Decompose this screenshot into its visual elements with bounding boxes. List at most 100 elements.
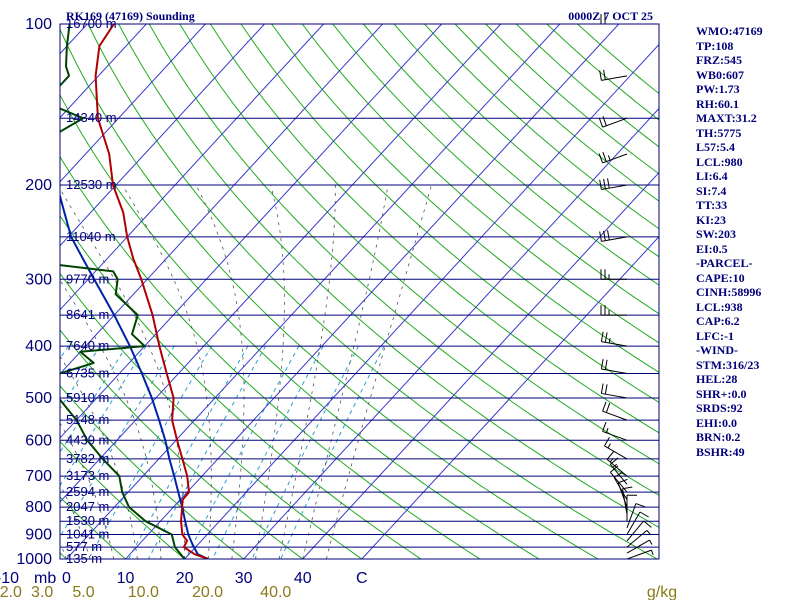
index-item: BRN:0.2	[696, 430, 741, 444]
wind-barb	[626, 529, 651, 548]
wind-barb-shaft	[601, 368, 628, 374]
wind-barb-half	[607, 443, 611, 449]
index-item: KI:23	[696, 212, 726, 227]
height-tick-label: 1041 m	[66, 527, 109, 542]
wind-barb	[606, 451, 628, 477]
wind-barb-flag	[598, 153, 604, 164]
wind-barb	[600, 383, 628, 399]
index-item: FRZ:545	[696, 53, 742, 67]
wind-barb-flag	[600, 359, 604, 370]
isobars	[60, 23, 659, 560]
height-tick-label: 14340 m	[66, 110, 117, 125]
wind-barb-flag	[604, 384, 608, 395]
mixing-ratio-tick-label: 20.0	[192, 584, 223, 600]
isotherm	[60, 24, 383, 375]
height-tick-label: 3173 m	[66, 468, 109, 483]
wind-barb-half	[608, 337, 611, 344]
wind-barb-flag	[599, 70, 602, 81]
index-item: CAP:6.2	[696, 314, 740, 328]
index-item: TP:108	[696, 38, 734, 53]
index-item: PW:1.73	[696, 82, 740, 96]
wind-barb-half	[605, 427, 609, 433]
wind-barb-shaft	[626, 520, 645, 542]
temperature-tick-label: 30	[235, 570, 253, 587]
moist-adiabat	[60, 422, 115, 559]
wind-barb-flag	[598, 117, 604, 128]
mixing-ratio-unit-label: g/kg	[647, 584, 677, 600]
moist-adiabat	[195, 184, 245, 559]
isotherm	[60, 24, 443, 439]
wind-barb-flag	[599, 231, 602, 242]
isotherm	[184, 43, 659, 559]
pressure-tick-label: 100	[25, 16, 52, 33]
moist-adiabat	[60, 355, 138, 559]
pressure-tick-label: 900	[25, 527, 52, 544]
temperature-tick-label: 10	[117, 570, 135, 587]
height-tick-label: 12530 m	[66, 177, 117, 192]
height-tick-label: 2047 m	[66, 499, 109, 514]
height-tick-label: 6735 m	[66, 365, 109, 380]
height-tick-label: 11040 m	[66, 229, 116, 244]
wind-barb-flag	[607, 230, 610, 241]
pressure-tick-label: 200	[25, 177, 52, 194]
height-tick-label: 3782 m	[66, 451, 109, 466]
wind-barb-flag	[603, 69, 606, 80]
wind-barb-shaft	[601, 341, 628, 347]
mixing-ratio-tick-label: 5.0	[72, 584, 94, 600]
wind-barb-shaft	[626, 539, 650, 554]
mixing-ratio-tick-label: 3.0	[31, 584, 53, 600]
wind-barb	[600, 269, 627, 280]
wind-barb-shaft	[601, 184, 628, 191]
wind-barb-shaft	[602, 117, 628, 128]
temperature-tick-label: 0	[62, 570, 71, 587]
sounding-time: 0000Z 7 OCT 25	[568, 9, 653, 23]
wind-barbs	[598, 14, 654, 560]
index-item: CAPE:10	[696, 270, 745, 285]
wind-barb-half	[609, 457, 614, 463]
wind-barb	[599, 230, 628, 242]
wind-barb-half	[646, 530, 651, 535]
wind-barb-flag	[604, 359, 608, 370]
wind-barb-flag	[602, 401, 607, 412]
temperature-tick-label: 40	[294, 570, 312, 587]
station-title: RK169 (47169) Sounding	[66, 9, 195, 23]
index-item: SRDS:92	[696, 401, 743, 415]
isotherm	[243, 107, 659, 559]
index-item: WB0:607	[696, 67, 744, 82]
wind-barb	[626, 549, 654, 560]
wind-barb-shaft	[601, 392, 628, 399]
height-tick-label: 7640 m	[66, 338, 109, 353]
index-item: STM:316/23	[696, 357, 760, 372]
profiles	[60, 24, 209, 559]
pressure-tick-label: 500	[25, 390, 52, 407]
wind-barb-flag	[602, 421, 607, 432]
wind-barb	[626, 503, 646, 529]
wind-barb	[602, 401, 628, 421]
wind-barb-flag	[602, 151, 607, 162]
wind-barb-shaft	[601, 75, 628, 81]
pressure-tick-label: 700	[25, 468, 52, 485]
index-item: LFC:-1	[696, 328, 734, 343]
wind-barb	[600, 331, 628, 347]
wind-barb	[600, 305, 627, 316]
height-tick-label: 5910 m	[66, 390, 109, 405]
height-tick-label: 8641 m	[66, 307, 109, 322]
temperature-tick-label: 20	[176, 570, 194, 587]
index-item: EI:0.5	[696, 241, 728, 256]
index-item: TH:5775	[696, 125, 742, 140]
wind-barb-flag	[643, 520, 652, 528]
pressure-tick-label: 600	[25, 432, 52, 449]
wind-barb-flag	[613, 471, 623, 478]
parcel-trace	[60, 192, 209, 559]
height-tick-label: 577 m	[66, 539, 102, 554]
index-item: EHI:0.0	[696, 415, 738, 430]
isotherm	[125, 24, 620, 559]
index-item: WMO:47169	[696, 24, 763, 38]
index-item: LI:6.4	[696, 169, 728, 183]
index-item: CINH:58996	[696, 285, 762, 299]
pressure-tick-label: 800	[25, 499, 52, 516]
wind-barb	[602, 421, 628, 441]
height-tick-label: 5148 m	[66, 412, 109, 427]
wind-barb-flag	[605, 403, 611, 413]
